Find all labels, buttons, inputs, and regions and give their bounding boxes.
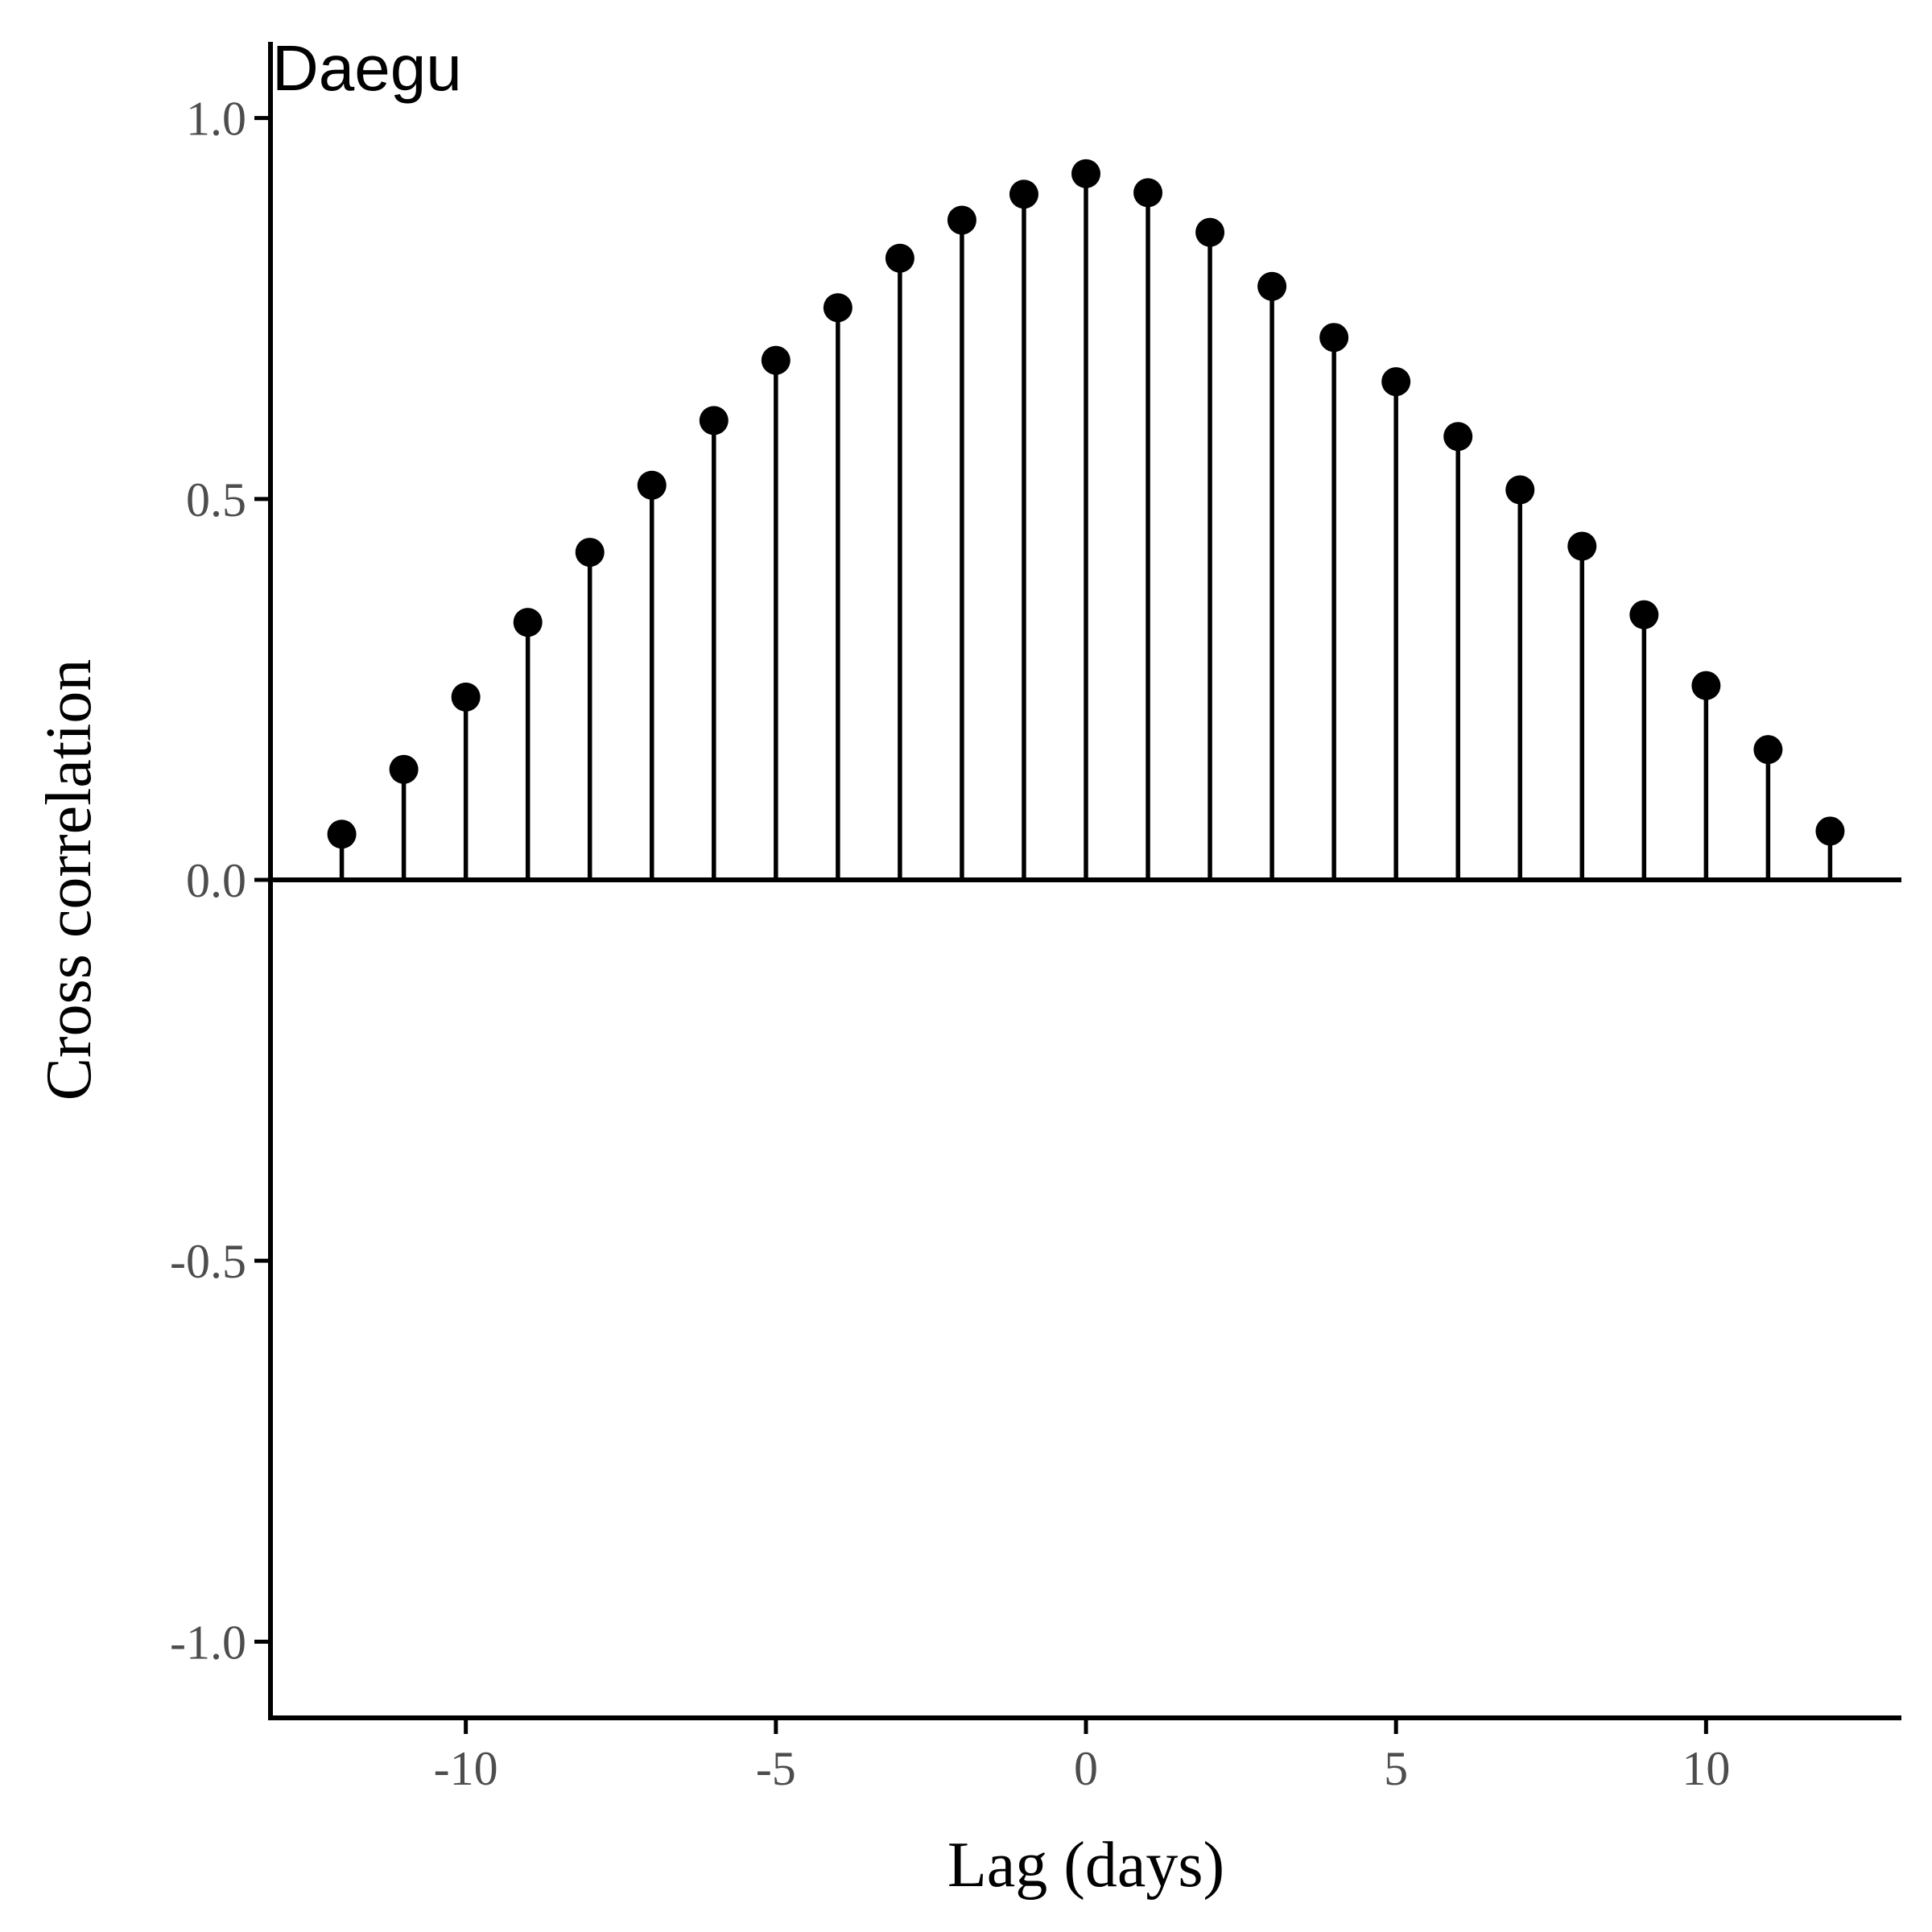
data-point xyxy=(1381,367,1411,397)
data-point xyxy=(823,293,852,323)
x-tick-label: 0 xyxy=(1074,1742,1098,1795)
y-tick-label: -1.0 xyxy=(170,1616,246,1669)
data-point xyxy=(1133,178,1163,208)
y-tick-label: 0.0 xyxy=(186,854,246,907)
data-point xyxy=(1319,323,1349,353)
data-point xyxy=(1257,271,1287,301)
y-tick-label: 1.0 xyxy=(186,93,246,146)
data-point xyxy=(1505,475,1535,505)
data-point xyxy=(761,345,791,375)
y-tick-label: -0.5 xyxy=(170,1235,246,1288)
x-tick-label: -10 xyxy=(434,1742,498,1795)
x-tick-label: 10 xyxy=(1682,1742,1730,1795)
data-point xyxy=(451,682,481,712)
data-point xyxy=(1815,816,1845,846)
chart-title: Daegu xyxy=(272,32,462,104)
data-point xyxy=(389,754,419,784)
x-tick-label: 5 xyxy=(1384,1742,1408,1795)
data-point xyxy=(1195,217,1225,247)
data-point xyxy=(1629,600,1659,630)
data-point xyxy=(1443,422,1473,452)
y-axis-ticks: 1.0 0.5 0.0 -0.5 -1.0 xyxy=(170,93,270,1669)
data-point xyxy=(1071,159,1100,188)
data-point xyxy=(575,538,605,568)
data-point xyxy=(1753,735,1783,765)
data-point xyxy=(1567,531,1597,561)
y-tick-label: 0.5 xyxy=(186,473,246,526)
stems-layer xyxy=(339,173,1833,880)
data-point xyxy=(947,205,976,235)
x-axis-title: Lag (days) xyxy=(947,1830,1224,1901)
data-point xyxy=(1691,671,1721,700)
data-point xyxy=(699,406,729,436)
data-point xyxy=(327,819,357,849)
y-axis-title: Cross correlation xyxy=(34,659,105,1101)
data-point xyxy=(885,243,914,273)
data-point xyxy=(637,470,667,500)
data-point xyxy=(1009,180,1038,209)
x-axis-ticks: -10 -5 0 5 10 xyxy=(434,1718,1730,1795)
x-tick-label: -5 xyxy=(756,1742,796,1795)
data-point xyxy=(513,608,543,638)
points-layer xyxy=(327,159,1845,849)
